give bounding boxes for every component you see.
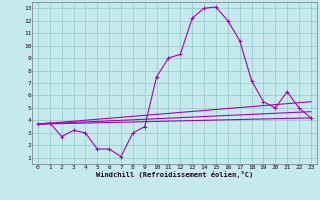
X-axis label: Windchill (Refroidissement éolien,°C): Windchill (Refroidissement éolien,°C) [96, 171, 253, 178]
